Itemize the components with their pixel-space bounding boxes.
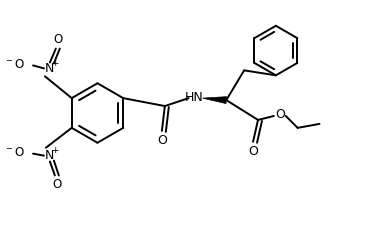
Polygon shape (202, 97, 226, 104)
Text: $^-$O: $^-$O (4, 146, 25, 159)
Text: HN: HN (185, 91, 204, 104)
Text: O: O (157, 134, 167, 147)
Text: O: O (53, 33, 63, 46)
Text: O: O (52, 178, 62, 191)
Text: $^-$O: $^-$O (4, 58, 25, 71)
Text: +: + (51, 59, 58, 68)
Text: O: O (248, 145, 258, 158)
Text: N: N (45, 149, 55, 162)
Text: O: O (275, 108, 285, 122)
Text: +: + (51, 146, 58, 155)
Text: N: N (45, 62, 55, 75)
